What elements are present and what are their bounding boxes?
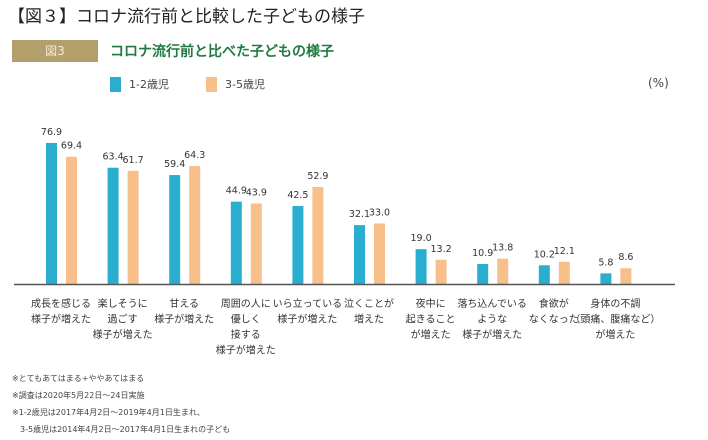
figure-badge: 図3 — [12, 40, 98, 62]
bar — [497, 258, 509, 284]
bar — [107, 167, 119, 284]
category-label: 様子が増えた — [277, 313, 337, 326]
category-label: 泣くことが — [344, 297, 394, 310]
page-title: 【図３】コロナ流行前と比較した子どもの様子 — [8, 7, 365, 27]
data-label: 13.2 — [431, 244, 452, 255]
data-label: 10.2 — [534, 249, 555, 260]
data-label: 33.0 — [369, 207, 390, 218]
bar — [250, 203, 262, 284]
data-label: 32.1 — [349, 209, 370, 220]
category-label: いら立っている — [273, 297, 343, 310]
data-label: 52.9 — [307, 171, 328, 182]
category-label: 夜中に — [416, 297, 446, 310]
data-label: 8.6 — [618, 252, 633, 263]
category-label: 落ち込んでいる — [457, 298, 527, 310]
data-label: 44.9 — [226, 186, 247, 197]
bar — [600, 273, 612, 284]
footnote: ※調査は2020年5月22日～24日実施 — [12, 391, 145, 400]
bar — [435, 259, 447, 284]
bar — [558, 261, 570, 284]
bar — [538, 265, 550, 284]
category-label: 過ごす — [108, 313, 138, 326]
bar — [292, 206, 304, 284]
bar — [620, 268, 632, 284]
chart-title: コロナ流行前と比べた子どもの様子 — [110, 44, 334, 60]
bar — [169, 175, 181, 284]
legend-item-1-2: 1-2歳児 — [110, 76, 169, 92]
category-label: 周囲の人に — [221, 298, 271, 310]
category-label: 様子が増えた — [154, 313, 214, 326]
footnote: ※1-2歳児は2017年4月2日～2019年4月1日生まれ、 — [12, 408, 205, 417]
data-label: 64.3 — [184, 150, 205, 161]
category-label: 起きること — [406, 314, 456, 326]
bar — [66, 156, 77, 284]
legend-swatch — [110, 76, 121, 92]
footnotes: ※とてもあてはまる+ややあてはまる ※調査は2020年5月22日～24日実施 ※… — [12, 370, 230, 438]
bar — [477, 264, 489, 284]
data-label: 76.9 — [41, 127, 62, 138]
legend-label: 3-5歳児 — [225, 78, 265, 91]
data-label: 19.0 — [411, 233, 432, 244]
category-label: 様子が増えた — [31, 313, 91, 326]
data-label: 61.7 — [123, 155, 144, 166]
legend-label: 1-2歳児 — [129, 78, 169, 91]
data-label: 43.9 — [246, 187, 267, 198]
bar — [312, 186, 324, 284]
data-label: 13.8 — [492, 243, 513, 254]
bar — [127, 170, 139, 284]
category-label: （頭痛、腹痛など） — [570, 313, 660, 326]
bar — [415, 249, 427, 284]
category-label: 様子が増えた — [216, 344, 276, 357]
category-label: 楽しそうに — [98, 297, 148, 310]
bar — [354, 225, 365, 284]
legend-item-3-5: 3-5歳児 — [206, 76, 265, 92]
category-label: 成長を感じる — [31, 297, 91, 310]
data-label: 59.4 — [164, 159, 185, 170]
bar — [189, 166, 201, 284]
bar — [374, 223, 385, 284]
category-label: 食欲が — [539, 297, 569, 310]
category-label: なくなった — [529, 314, 579, 326]
unit-label: (%) — [648, 76, 669, 90]
category-label: 様子が増えた — [93, 328, 153, 341]
data-label: 63.4 — [103, 152, 124, 163]
category-label: が増えた — [411, 328, 451, 341]
category-label: 身体の不調 — [590, 297, 640, 310]
footnote: 3-5歳児は2014年4月2日～2017年4月1日生まれの子ども — [12, 425, 231, 434]
footnote: ※とてもあてはまる+ややあてはまる — [12, 374, 145, 383]
legend-swatch — [206, 76, 217, 92]
bar — [230, 201, 242, 284]
data-label: 12.1 — [554, 246, 575, 257]
data-label: 5.8 — [598, 257, 613, 268]
category-label: 甘える — [169, 297, 199, 310]
category-label: 接する — [231, 328, 261, 341]
category-label: 様子が増えた — [462, 328, 522, 341]
category-label: 優しく — [231, 313, 261, 326]
data-label: 69.4 — [61, 141, 82, 152]
data-label: 42.5 — [287, 190, 308, 201]
category-label: ような — [477, 314, 507, 326]
category-label: が増えた — [595, 328, 635, 341]
bar — [46, 142, 57, 284]
category-label: 増えた — [354, 313, 384, 326]
data-label: 10.9 — [472, 248, 493, 259]
